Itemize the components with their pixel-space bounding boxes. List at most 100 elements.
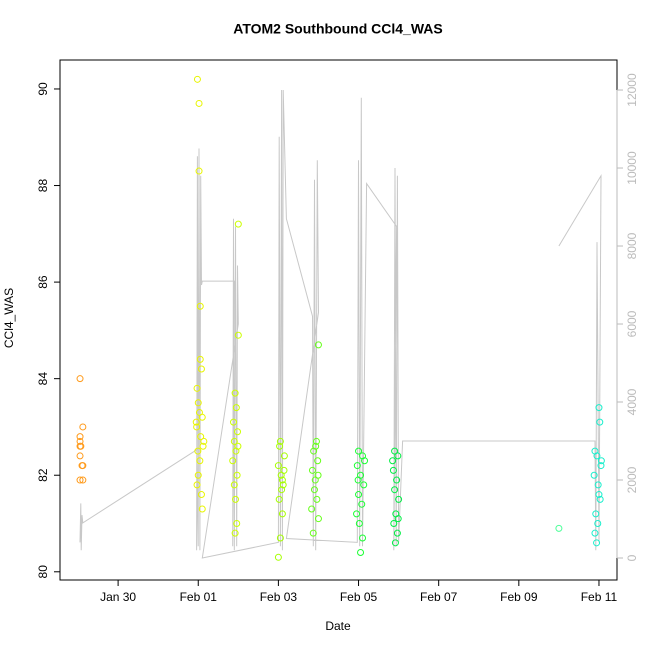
point [555,524,563,532]
point [310,486,318,494]
point [596,495,604,503]
point [597,457,605,465]
point [312,442,320,450]
point [353,510,361,518]
point [390,520,398,528]
x-tick-label: Feb 03 [260,590,298,604]
point [198,505,206,513]
point [354,476,362,484]
point [590,471,598,479]
point [76,476,84,484]
y-tick-label: 82 [36,468,50,482]
point [394,515,402,523]
y2-tick-label: 6000 [625,310,639,337]
point [76,452,84,460]
point [194,471,202,479]
point [308,466,316,474]
point [196,457,204,465]
point [77,442,85,450]
point [596,418,604,426]
x-tick-label: Feb 05 [340,590,378,604]
point [280,466,288,474]
y-tick-label: 84 [36,372,50,386]
point [593,452,601,460]
point [76,375,84,383]
point [595,404,603,412]
point [391,447,399,455]
point [234,428,242,436]
point [197,433,205,441]
point [395,495,403,503]
x-tick-label: Feb 11 [581,590,618,604]
point [232,495,240,503]
point [195,99,203,107]
point [394,452,402,460]
point [79,423,87,431]
point [193,423,201,431]
point [194,447,202,455]
point [197,365,205,373]
x-tick-label: Feb 09 [500,590,538,604]
point [192,418,200,426]
point [193,384,201,392]
point [196,302,204,310]
point [230,418,238,426]
point [195,167,203,175]
point [198,413,206,421]
point [393,529,401,537]
line [79,89,602,559]
point [360,481,368,489]
y-tick-label: 86 [36,275,50,289]
point [593,539,601,547]
point [231,529,239,537]
point [353,462,361,470]
point [355,520,363,528]
point [197,491,205,499]
point [389,457,397,465]
point [274,462,282,470]
point [280,452,288,460]
point [314,515,322,523]
point [358,500,366,508]
point [359,534,367,542]
point [199,442,207,450]
point [234,331,242,339]
point [595,491,603,499]
point [231,389,239,397]
point [393,476,401,484]
y2-tick-label: 4000 [625,388,639,415]
point [591,529,599,537]
plot-frame [59,59,618,581]
point [230,437,238,445]
point [234,220,242,228]
point [79,476,87,484]
point [196,355,204,363]
point [278,510,286,518]
point [275,495,283,503]
y-tick-label: 80 [36,565,50,579]
point [357,548,365,556]
y2-tick-label: 12000 [625,73,639,107]
point [194,399,202,407]
y-tick-label: 90 [36,82,50,96]
y2-tick-label: 8000 [625,232,639,259]
y2-tick-label: 10000 [625,151,639,185]
point [232,404,240,412]
y2-tick-label: 0 [625,554,639,561]
point [274,553,282,561]
point [276,437,284,445]
point [233,520,241,528]
x-tick-label: Feb 07 [420,590,458,604]
point [234,442,242,450]
point [314,341,322,349]
point [230,481,238,489]
point [276,442,284,450]
point [79,462,87,470]
point [594,520,602,528]
point [312,437,320,445]
point [278,486,286,494]
point [193,75,201,83]
point [314,471,322,479]
chart-title: ATOM2 Southbound CCl4_WAS [233,21,442,37]
